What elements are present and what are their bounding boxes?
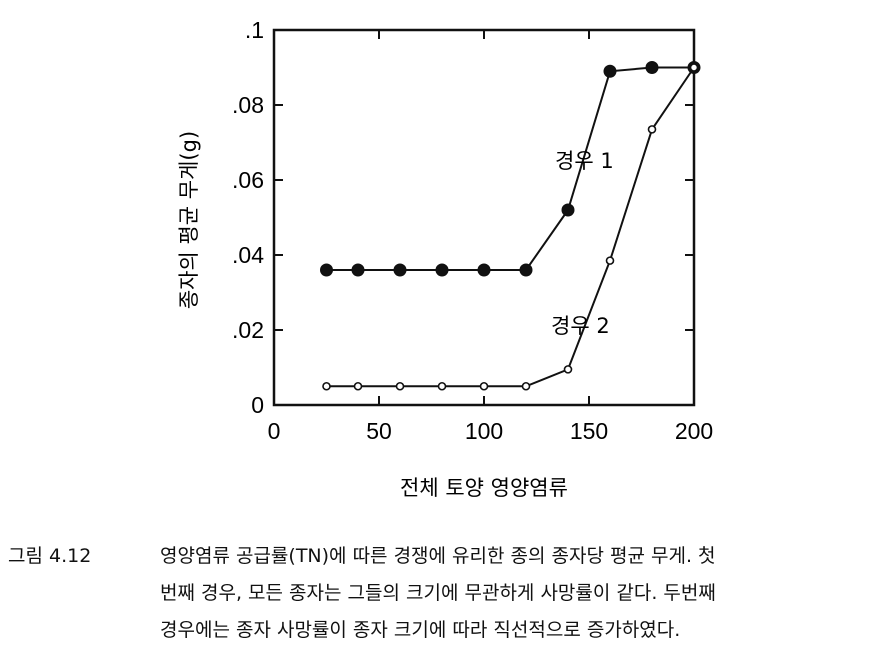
series-labels: 경우 1 경우 2 <box>551 149 614 338</box>
y-tick-label: 0 <box>251 392 264 418</box>
series-line-1 <box>326 66 694 271</box>
series-1-point <box>393 263 407 277</box>
series-1-point <box>320 263 333 277</box>
series-2-point <box>647 125 657 134</box>
series-2-point <box>479 381 489 391</box>
y-axis-title: 종자의 평균 무게(g) <box>177 131 201 309</box>
chart: 0 .02 .04 .06 .08 .1 0 50 100 150 200 경우 1 경우 2 전체… <box>177 17 713 500</box>
series-2-point <box>395 381 405 391</box>
series-1-point <box>603 64 617 78</box>
x-tick-label: 150 <box>570 418 608 444</box>
series-1-point <box>477 263 491 277</box>
series-2-point <box>563 365 573 374</box>
x-axis-title: 전체 토양 영양염류 <box>400 476 568 500</box>
x-tick-label: 0 <box>268 418 281 444</box>
series-1-point <box>351 263 365 277</box>
y-tick-label: .06 <box>232 167 264 193</box>
caption-label: 그림 4.12 <box>8 545 92 567</box>
series-2-point <box>689 63 699 72</box>
x-tick-label: 50 <box>366 418 392 444</box>
series-label-2: 경우 2 <box>551 314 610 338</box>
caption-line: 영양염류 공급률(TN)에 따른 경쟁에 유리한 종의 종자당 평균 무게. 첫 <box>160 545 716 567</box>
x-tick-label: 200 <box>675 418 713 444</box>
caption-line: 경우에는 종자 사망률이 종자 크기에 따라 직선적으로 증가하였다. <box>160 619 681 641</box>
series-2-point <box>322 381 331 391</box>
y-axis-ticks: 0 .02 .04 .06 .08 .1 <box>232 17 694 418</box>
caption-text: 영양염류 공급률(TN)에 따른 경쟁에 유리한 종의 종자당 평균 무게. 첫… <box>160 538 880 649</box>
y-tick-label: .04 <box>232 242 264 268</box>
series-1-point <box>435 263 449 277</box>
series-label-1: 경우 1 <box>555 149 614 173</box>
series-2-point <box>605 256 615 265</box>
y-tick-label: .02 <box>232 317 264 343</box>
plot-frame <box>272 28 696 407</box>
caption-line: 번째 경우, 모든 종자는 그들의 크기에 무관하게 사망률이 같다. 두번째 <box>160 582 716 604</box>
plot-border <box>272 28 696 407</box>
x-tick-label: 100 <box>465 418 503 444</box>
series-layer <box>320 61 701 391</box>
series-2-point <box>437 381 447 391</box>
series-1-point <box>561 203 575 217</box>
y-tick-label: .08 <box>232 92 264 118</box>
series-1-point <box>645 61 659 74</box>
series-2-point <box>353 381 363 391</box>
series-1-point <box>519 263 533 277</box>
series-line-2 <box>326 66 695 388</box>
series-2-point <box>521 381 531 391</box>
x-axis-ticks: 0 50 100 150 200 <box>268 30 713 444</box>
y-tick-label: .1 <box>245 17 264 43</box>
